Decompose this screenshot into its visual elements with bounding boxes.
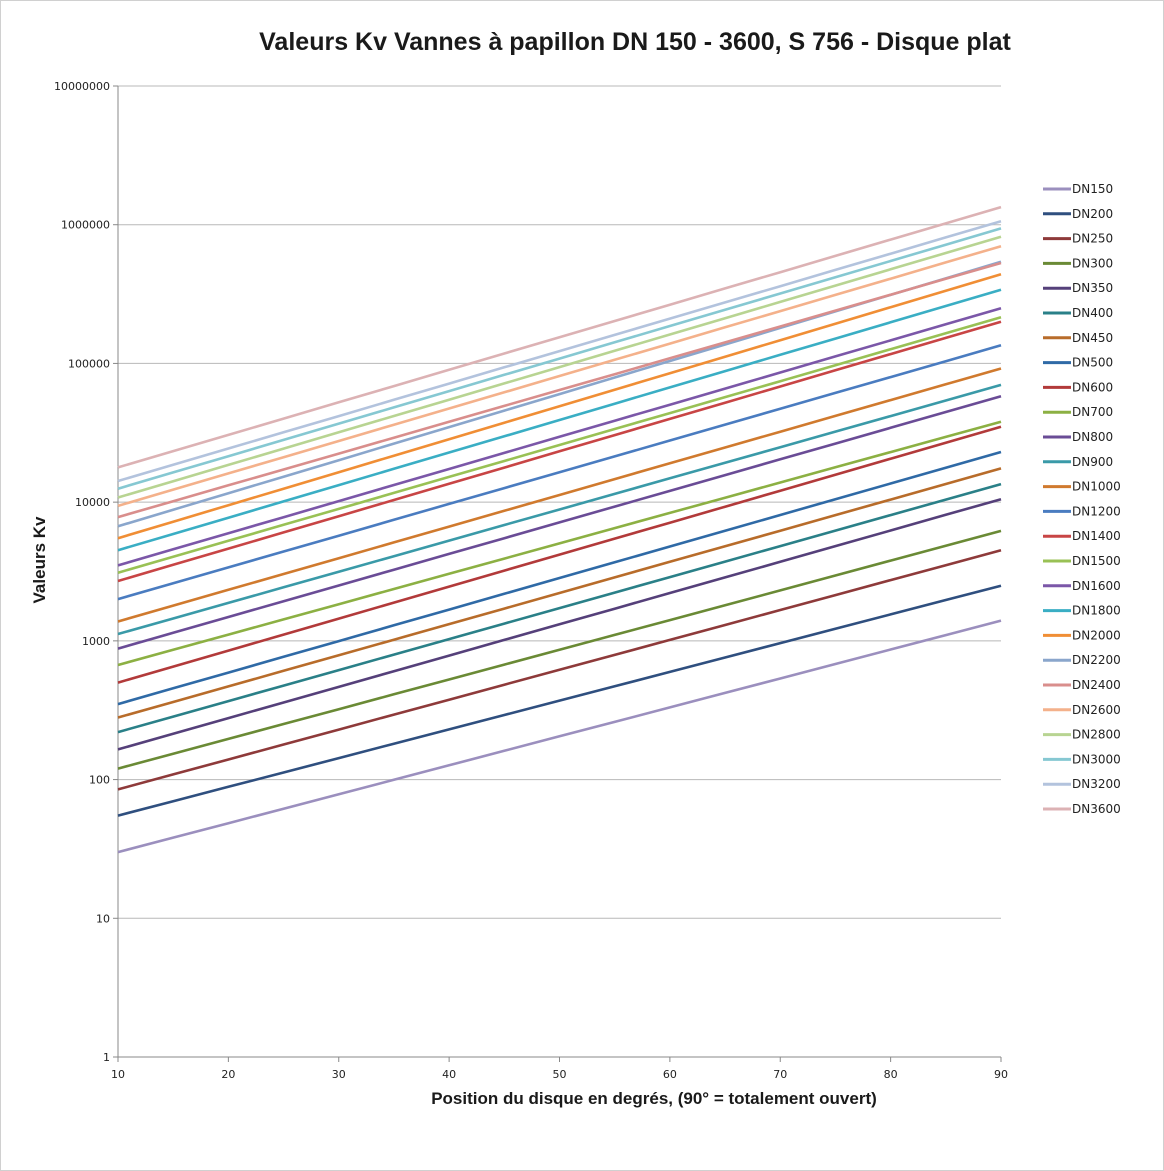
series-line-dn2800 xyxy=(117,235,1002,499)
x-tick-label: 20 xyxy=(221,1068,235,1081)
series-line-dn1500 xyxy=(117,316,1002,574)
series-line-dn900 xyxy=(117,383,1002,636)
legend-label: DN150 xyxy=(1072,182,1113,196)
y-tick-label: 1 xyxy=(103,1051,110,1064)
x-tick-label: 30 xyxy=(332,1068,346,1081)
legend-label: DN1000 xyxy=(1072,480,1121,494)
x-axis-title: Position du disque en degrés, (90° = tot… xyxy=(431,1089,877,1108)
series-layer xyxy=(117,205,1002,854)
legend-label: DN500 xyxy=(1072,356,1113,370)
legend-label: DN2400 xyxy=(1072,678,1121,692)
series-line-dn250 xyxy=(117,548,1002,791)
series-line-dn1000 xyxy=(117,367,1002,623)
y-axis-title: Valeurs Kv xyxy=(30,516,49,603)
series-line-dn1400 xyxy=(117,320,1002,583)
legend-label: DN1400 xyxy=(1072,529,1121,543)
legend-label: DN3200 xyxy=(1072,777,1121,791)
legend-label: DN3000 xyxy=(1072,752,1121,766)
legend-label: DN450 xyxy=(1072,331,1113,345)
legend-label: DN400 xyxy=(1072,306,1113,320)
legend-label: DN2600 xyxy=(1072,703,1121,717)
series-line-dn350 xyxy=(117,497,1002,751)
legend-label: DN1500 xyxy=(1072,554,1121,568)
series-line-dn3000 xyxy=(117,227,1002,490)
series-line-dn400 xyxy=(117,482,1002,734)
x-tick-label: 50 xyxy=(553,1068,567,1081)
legend-label: DN1800 xyxy=(1072,604,1121,618)
legend: DN150 DN200 DN250 DN300 DN350 DN400 DN450 DN500… xyxy=(1043,182,1121,816)
series-line-dn200 xyxy=(117,584,1002,817)
legend-label: DN600 xyxy=(1072,380,1113,394)
legend-label: DN300 xyxy=(1072,256,1113,270)
chart-title: Valeurs Kv Vannes à papillon DN 150 - 36… xyxy=(259,28,1011,56)
y-tick-label: 10 xyxy=(96,912,110,925)
series-line-dn2000 xyxy=(117,272,1002,540)
legend-label: DN1600 xyxy=(1072,579,1121,593)
series-line-dn2400 xyxy=(117,261,1002,519)
y-tick-label: 1000 xyxy=(82,635,110,648)
x-tick-label: 60 xyxy=(663,1068,677,1081)
legend-label: DN2200 xyxy=(1072,653,1121,667)
legend-label: DN350 xyxy=(1072,281,1113,295)
x-tick-label: 80 xyxy=(884,1068,898,1081)
legend-label: DN800 xyxy=(1072,430,1113,444)
y-tick-label: 10000 xyxy=(75,496,110,509)
series-line-dn800 xyxy=(117,394,1002,650)
series-line-dn150 xyxy=(117,619,1002,854)
legend-label: DN3600 xyxy=(1072,802,1121,816)
series-line-dn700 xyxy=(117,420,1002,667)
legend-label: DN700 xyxy=(1072,405,1113,419)
series-line-dn2600 xyxy=(117,244,1002,508)
series-line-dn450 xyxy=(117,467,1002,719)
x-tick-label: 10 xyxy=(111,1068,125,1081)
x-tick-label: 90 xyxy=(994,1068,1008,1081)
legend-label: DN1200 xyxy=(1072,504,1121,518)
legend-label: DN900 xyxy=(1072,455,1113,469)
series-line-dn1600 xyxy=(117,306,1002,567)
grid-layer xyxy=(118,85,1001,919)
legend-label: DN200 xyxy=(1072,207,1113,221)
x-tick-label: 40 xyxy=(442,1068,456,1081)
x-tick-label: 70 xyxy=(773,1068,787,1081)
y-tick-label: 100 xyxy=(89,774,110,787)
y-tick-label: 100000 xyxy=(68,357,110,370)
series-line-dn300 xyxy=(117,529,1002,770)
series-line-dn600 xyxy=(117,425,1002,684)
y-tick-label: 10000000 xyxy=(54,80,110,93)
series-line-dn500 xyxy=(117,450,1002,706)
y-tick-label: 1000000 xyxy=(61,219,110,232)
series-line-dn1800 xyxy=(117,288,1002,552)
series-line-dn3200 xyxy=(117,219,1002,483)
series-line-dn1200 xyxy=(117,344,1002,601)
legend-label: DN2000 xyxy=(1072,628,1121,642)
legend-label: DN2800 xyxy=(1072,728,1121,742)
legend-label: DN250 xyxy=(1072,232,1113,246)
series-line-dn3600 xyxy=(117,205,1002,469)
